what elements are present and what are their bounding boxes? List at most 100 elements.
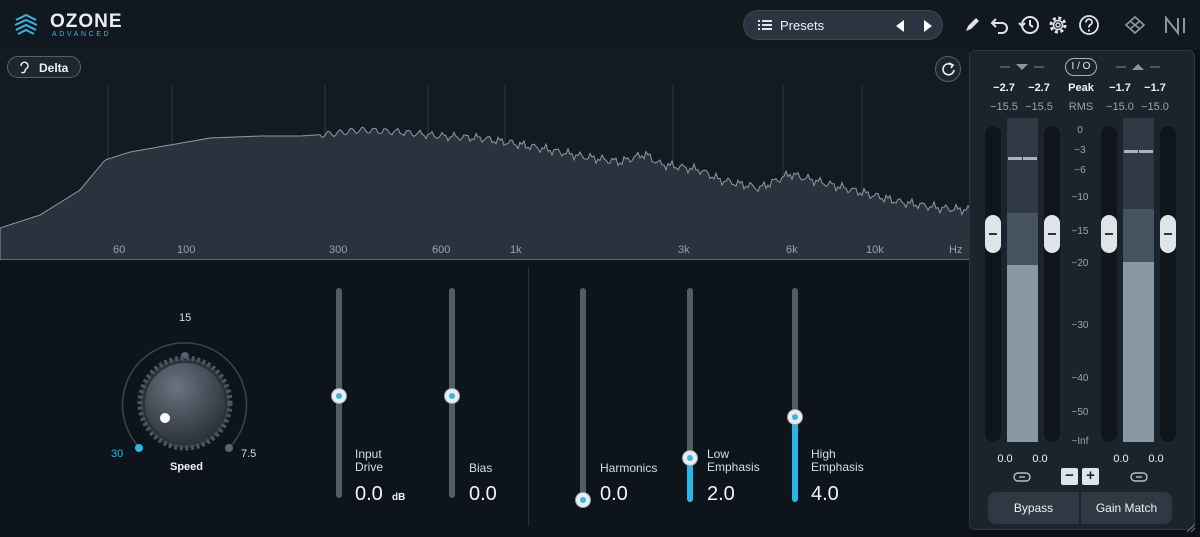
routing-icon[interactable] [1123, 13, 1147, 37]
meter-scale-inf: −Inf [1071, 436, 1089, 447]
high-emphasis-thumb[interactable] [787, 409, 803, 425]
history-icon[interactable] [1017, 13, 1041, 37]
app-edition: ADVANCED [52, 31, 112, 38]
presets-bar[interactable]: Presets [743, 10, 943, 40]
rms-label: RMS [1068, 101, 1094, 113]
high-emphasis-track[interactable] [792, 288, 798, 502]
gear-icon[interactable] [1046, 13, 1070, 37]
input-drive-unit: dB [392, 492, 406, 503]
output-link-icon[interactable] [1130, 471, 1148, 483]
input-meter-r-level [1022, 265, 1038, 442]
harmonics-track[interactable] [580, 288, 586, 502]
input-drive-value[interactable]: 0.0 [355, 483, 383, 505]
presets-label: Presets [780, 18, 825, 33]
low-emphasis-track[interactable] [687, 288, 693, 502]
output-gain-r-value[interactable]: 0.0 [1148, 453, 1164, 465]
low-emphasis-thumb[interactable] [682, 450, 698, 466]
input-rms-r: −15.5 [1025, 101, 1053, 113]
bias-thumb[interactable] [444, 388, 460, 404]
zoom-out-button[interactable]: − [1061, 468, 1078, 485]
freq-label-hz: Hz [949, 244, 963, 256]
input-meter-r-peak [1023, 157, 1037, 160]
bias-value[interactable]: 0.0 [469, 483, 497, 505]
peak-label: Peak [1068, 82, 1094, 94]
freq-label-3k: 3k [678, 244, 690, 256]
input-meter-l-level [1007, 265, 1023, 442]
input-drive-thumb[interactable] [331, 388, 347, 404]
io-meter-panel [969, 50, 1195, 530]
input-collapse-icon[interactable] [1000, 62, 1044, 72]
meter-scale-10: −10 [1071, 192, 1089, 203]
delta-label: Delta [39, 61, 69, 75]
output-gain-slot-l[interactable] [1101, 126, 1117, 442]
speed-tick-left [135, 444, 143, 452]
output-gain-slot-r[interactable] [1160, 126, 1176, 442]
input-gain-handle-l[interactable] [985, 215, 1001, 253]
reset-button[interactable] [935, 56, 961, 82]
help-icon[interactable] [1077, 13, 1101, 37]
spectrum-curve [0, 126, 971, 261]
output-peak-l: −1.7 [1109, 82, 1131, 94]
harmonics-value[interactable]: 0.0 [600, 483, 628, 505]
output-rms-l: −15.0 [1106, 101, 1134, 113]
input-gain-l-value[interactable]: 0.0 [997, 453, 1013, 465]
input-peak-l: −2.7 [993, 82, 1015, 94]
gain-match-button[interactable]: Gain Match [1081, 492, 1172, 524]
meter-scale-15: −15 [1071, 226, 1089, 237]
output-gain-l-value[interactable]: 0.0 [1113, 453, 1129, 465]
spectrum-graph [0, 85, 971, 261]
freq-label-300: 300 [329, 244, 348, 256]
speed-label: Speed [170, 461, 204, 473]
speed-tick-right [225, 444, 233, 452]
freq-label-1k: 1k [510, 244, 522, 256]
output-meter-r-peak [1139, 150, 1153, 153]
speed-knob[interactable] [110, 330, 260, 470]
freq-label-600: 600 [432, 244, 451, 256]
low-emphasis-value[interactable]: 2.0 [707, 483, 735, 505]
output-collapse-icon[interactable] [1116, 62, 1160, 72]
list-icon [758, 20, 772, 30]
bias-label: Bias [469, 461, 493, 475]
input-gain-r-value[interactable]: 0.0 [1032, 453, 1048, 465]
triangle-right-icon[interactable] [922, 19, 934, 33]
input-gain-slot-r[interactable] [1044, 126, 1060, 442]
input-peak-r: −2.7 [1028, 82, 1050, 94]
meter-scale-40: −40 [1071, 373, 1089, 384]
top-bar: OZONE ADVANCED Presets [0, 0, 1200, 50]
bypass-button[interactable]: Bypass [988, 492, 1079, 524]
output-meter-r-level [1138, 262, 1154, 442]
harmonics-label: Harmonics [600, 461, 658, 475]
harmonics-thumb[interactable] [575, 492, 591, 508]
meter-scale-3: −3 [1074, 145, 1086, 156]
ozone-logo-icon [14, 13, 38, 35]
app-logo[interactable]: OZONE ADVANCED [12, 9, 132, 41]
input-meter-l-peak [1008, 157, 1022, 160]
speed-knob-indicator [160, 413, 170, 423]
zoom-in-button[interactable]: + [1082, 468, 1099, 485]
io-toggle-button[interactable]: I / O [1065, 58, 1097, 76]
section-divider [528, 268, 529, 526]
delta-button[interactable]: Delta [7, 56, 81, 78]
reset-icon [942, 62, 955, 76]
freq-label-100: 100 [177, 244, 196, 256]
input-drive-label: Input Drive [355, 447, 384, 474]
ni-logo-icon [1165, 15, 1185, 36]
input-gain-handle-r[interactable] [1044, 215, 1060, 253]
output-meter-l-peak [1124, 150, 1138, 153]
output-gain-handle-l[interactable] [1101, 215, 1117, 253]
low-emphasis-fill [687, 458, 693, 502]
speed-tick-15: 15 [179, 312, 192, 324]
speed-tick-30: 30 [111, 448, 124, 460]
input-link-icon[interactable] [1013, 471, 1031, 483]
high-emphasis-value[interactable]: 4.0 [811, 483, 839, 505]
resize-grip-icon[interactable] [1186, 523, 1196, 533]
pencil-icon[interactable] [960, 13, 984, 37]
speed-tick-7-5: 7.5 [241, 448, 257, 460]
meter-scale-20: −20 [1071, 258, 1089, 269]
meter-scale-50: −50 [1071, 407, 1089, 418]
input-rms-l: −15.5 [990, 101, 1018, 113]
undo-icon[interactable] [988, 13, 1012, 37]
input-gain-slot-l[interactable] [985, 126, 1001, 442]
triangle-left-icon[interactable] [894, 19, 906, 33]
output-gain-handle-r[interactable] [1160, 215, 1176, 253]
